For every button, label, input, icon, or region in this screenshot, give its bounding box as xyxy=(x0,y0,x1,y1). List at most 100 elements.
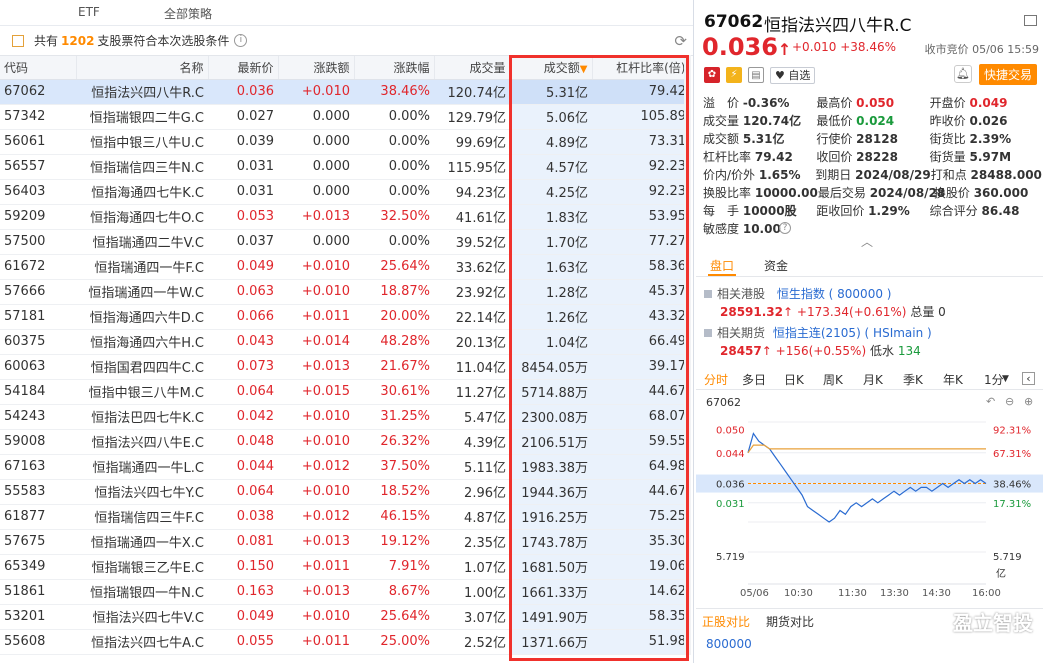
tab-weekly-k[interactable]: 周K xyxy=(823,373,843,387)
table-row[interactable]: 61672 恒指瑞通四一牛F.C 0.049 +0.010 25.64% 33.62亿 1.… xyxy=(0,254,690,280)
tab-multi-day[interactable]: 多日 xyxy=(742,373,767,387)
expand-icon[interactable]: ‹ xyxy=(1022,372,1035,385)
related-futures-link[interactable]: 恒指主连(2105) ( HSImain ) xyxy=(772,326,932,340)
stat-value: 360.000 xyxy=(973,186,1029,200)
table-row[interactable]: 57181 恒指海通四六牛D.C 0.066 +0.011 20.00% 22.14亿 1.… xyxy=(0,304,690,330)
filter-checkbox[interactable] xyxy=(12,34,24,47)
stat-item: 行使价 28128 xyxy=(816,130,929,148)
refresh-icon[interactable]: ⟳ xyxy=(674,32,687,50)
related-stock-link[interactable]: 恒生指数 ( 800000 ) xyxy=(776,287,892,301)
col-turnover[interactable]: 成交额▼ xyxy=(510,56,593,80)
tab-quarterly-k[interactable]: 季K xyxy=(903,373,923,387)
stats-row: 每 手 10000股 距收回价 1.29% 综合评分 86.48 xyxy=(703,202,1043,220)
table-row[interactable]: 65349 恒指瑞银三乙牛E.C 0.150 +0.011 7.91% 1.07亿 1681… xyxy=(0,554,690,580)
stat-label: 昨收价 xyxy=(929,114,966,128)
cell-code: 59008 xyxy=(0,429,76,455)
bolt-icon[interactable]: ⚡ xyxy=(726,67,742,83)
table-row[interactable]: 56403 恒指海通四七牛K.C 0.031 0.000 0.00% 94.23亿 4.25… xyxy=(0,179,690,205)
tab-order-book[interactable]: 盘口 xyxy=(710,259,735,273)
col-leverage[interactable]: 杠杆比率(倍) xyxy=(592,56,691,80)
stat-item: 综合评分 86.48 xyxy=(930,202,1043,220)
info-icon[interactable]: i xyxy=(234,34,248,47)
table-scrollbar[interactable] xyxy=(684,55,691,655)
compare-code[interactable]: 800000 xyxy=(706,637,752,651)
table-row[interactable]: 59209 恒指海通四七牛O.C 0.053 +0.013 32.50% 41.61亿 1.… xyxy=(0,204,690,230)
bell-icon[interactable]: 🔔︎ xyxy=(954,65,972,83)
tab-etf[interactable]: ETF xyxy=(78,5,100,19)
cell-name: 恒指瑞银四一牛N.C xyxy=(76,579,208,605)
cell-change: 0.000 xyxy=(278,179,354,205)
tab-minute-select[interactable]: 1分 xyxy=(984,373,1004,387)
table-row[interactable]: 56557 恒指瑞信四三牛N.C 0.031 0.000 0.00% 115.95亿 4.5… xyxy=(0,154,690,180)
col-change[interactable]: 涨跌额 xyxy=(278,56,355,80)
stats-row: 敏感度 10.00? xyxy=(703,220,1043,238)
cell-volume: 4.39亿 xyxy=(434,429,510,455)
cell-leverage: 35.30 xyxy=(592,529,690,555)
stat-item: 开盘价 0.049 xyxy=(930,94,1043,112)
cell-code: 51861 xyxy=(0,579,76,605)
table-row[interactable]: 53201 恒指法兴四七牛V.C 0.049 +0.010 25.64% 3.07亿 149… xyxy=(0,604,690,630)
cell-name: 恒指国君四四牛C.C xyxy=(76,354,208,380)
table-row[interactable]: 54184 恒指中银三八牛M.C 0.064 +0.015 30.61% 11.27亿 57… xyxy=(0,379,690,405)
screener-panel: ETF 全部策略 共有 1202 支股票符合本次选股条件 i ⟳ 代码 名称 最… xyxy=(0,0,694,663)
table-row[interactable]: 57675 恒指瑞通四一牛X.C 0.081 +0.013 19.12% 2.35亿 174… xyxy=(0,529,690,555)
cell-price: 0.043 xyxy=(208,329,278,355)
col-code[interactable]: 代码 xyxy=(0,56,77,80)
cell-turnover: 1.83亿 xyxy=(510,204,592,230)
table-row[interactable]: 55608 恒指法兴四七牛A.C 0.055 +0.011 25.00% 2.52亿 137… xyxy=(0,629,690,655)
tab-futures-compare[interactable]: 期货对比 xyxy=(766,615,815,629)
related-futures-label: 相关期货 xyxy=(717,326,766,340)
stat-value: 79.42 xyxy=(754,150,793,164)
chevron-up-icon[interactable]: ︿ xyxy=(861,235,874,249)
add-favorite-button[interactable]: ♥ 自选 xyxy=(770,66,816,84)
table-row[interactable]: 54243 恒指法巴四七牛K.C 0.042 +0.010 31.25% 5.47亿 230… xyxy=(0,404,690,430)
cell-code: 57666 xyxy=(0,279,76,305)
menu-icon[interactable] xyxy=(1024,15,1037,26)
table-row[interactable]: 67163 恒指瑞通四一牛L.C 0.044 +0.012 37.50% 5.11亿 198… xyxy=(0,454,690,480)
table-row[interactable]: 51861 恒指瑞银四一牛N.C 0.163 +0.013 8.67% 1.00亿 1661… xyxy=(0,579,690,605)
table-row[interactable]: 57342 恒指瑞银四二牛G.C 0.027 0.000 0.00% 129.79亿 5.0… xyxy=(0,104,690,130)
y-left-tick: 0.031 xyxy=(716,499,745,510)
cell-leverage: 44.67 xyxy=(592,479,690,505)
intraday-chart[interactable]: 67062 ↶ ⊖ ⊕ 0.050 0.044 0.036 0.031 92.31% 67… xyxy=(696,392,1043,602)
chevron-down-icon[interactable]: ▼ xyxy=(1002,374,1009,384)
stat-value: 10000.00 xyxy=(754,186,818,200)
cell-volume: 11.04亿 xyxy=(434,354,510,380)
tab-capital[interactable]: 资金 xyxy=(764,259,789,273)
undo-icon[interactable]: ↶ xyxy=(986,395,996,408)
tab-yearly-k[interactable]: 年K xyxy=(943,373,963,387)
quick-trade-button[interactable]: 快捷交易 xyxy=(978,64,1037,85)
table-row[interactable]: 57666 恒指瑞通四一牛W.C 0.063 +0.010 18.87% 23.92亿 1.… xyxy=(0,279,690,305)
tab-daily-k[interactable]: 日K xyxy=(784,373,804,387)
tab-all-strategies[interactable]: 全部策略 xyxy=(164,7,213,21)
cell-code: 56557 xyxy=(0,154,76,180)
stat-value: 1.65% xyxy=(758,168,801,182)
table-row[interactable]: 56061 恒指中银三八牛U.C 0.039 0.000 0.00% 99.69亿 4.89… xyxy=(0,129,690,155)
cell-turnover: 1661.33万 xyxy=(510,579,592,605)
cell-change-pct: 18.87% xyxy=(354,279,434,305)
help-icon[interactable]: ? xyxy=(779,222,791,234)
tab-monthly-k[interactable]: 月K xyxy=(863,373,883,387)
cell-name: 恒指瑞通四一牛X.C xyxy=(76,529,208,555)
cell-code: 67163 xyxy=(0,454,76,480)
table-row[interactable]: 59008 恒指法兴四八牛E.C 0.048 +0.010 26.32% 4.39亿 210… xyxy=(0,429,690,455)
table-row[interactable]: 67062 恒指法兴四八牛R.C 0.036 +0.010 38.46% 120.74亿 5… xyxy=(0,79,690,105)
x-tick-label: 14:30 xyxy=(922,588,951,599)
zoom-in-icon[interactable]: ⊕ xyxy=(1024,395,1034,408)
table-row[interactable]: 61877 恒指瑞信四三牛F.C 0.038 +0.012 46.15% 4.87亿 191… xyxy=(0,504,690,530)
table-row[interactable]: 60063 恒指国君四四牛C.C 0.073 +0.013 21.67% 11.04亿 84… xyxy=(0,354,690,380)
col-change-pct[interactable]: 涨跌幅 xyxy=(354,56,435,80)
tab-intraday[interactable]: 分时 xyxy=(704,373,729,387)
col-volume[interactable]: 成交量 xyxy=(434,56,511,80)
table-row[interactable]: 60375 恒指海通四六牛H.C 0.043 +0.014 48.28% 20.13亿 1.… xyxy=(0,329,690,355)
document-icon[interactable]: ▤ xyxy=(748,67,764,83)
table-row[interactable]: 55583 恒指法兴四七牛Y.C 0.064 +0.010 18.52% 2.96亿 194… xyxy=(0,479,690,505)
stat-label: 打和点 xyxy=(930,168,967,182)
table-row[interactable]: 57500 恒指瑞通四二牛V.C 0.037 0.000 0.00% 39.52亿 1.70… xyxy=(0,229,690,255)
tab-underlying-compare[interactable]: 正股对比 xyxy=(702,615,751,629)
zoom-out-icon[interactable]: ⊖ xyxy=(1005,395,1015,408)
cell-change: +0.010 xyxy=(278,479,354,505)
stats-row: 溢 价 -0.36% 最高价 0.050 开盘价 0.049 xyxy=(703,94,1043,112)
col-price[interactable]: 最新价 xyxy=(208,56,279,80)
col-name[interactable]: 名称 xyxy=(76,56,209,80)
